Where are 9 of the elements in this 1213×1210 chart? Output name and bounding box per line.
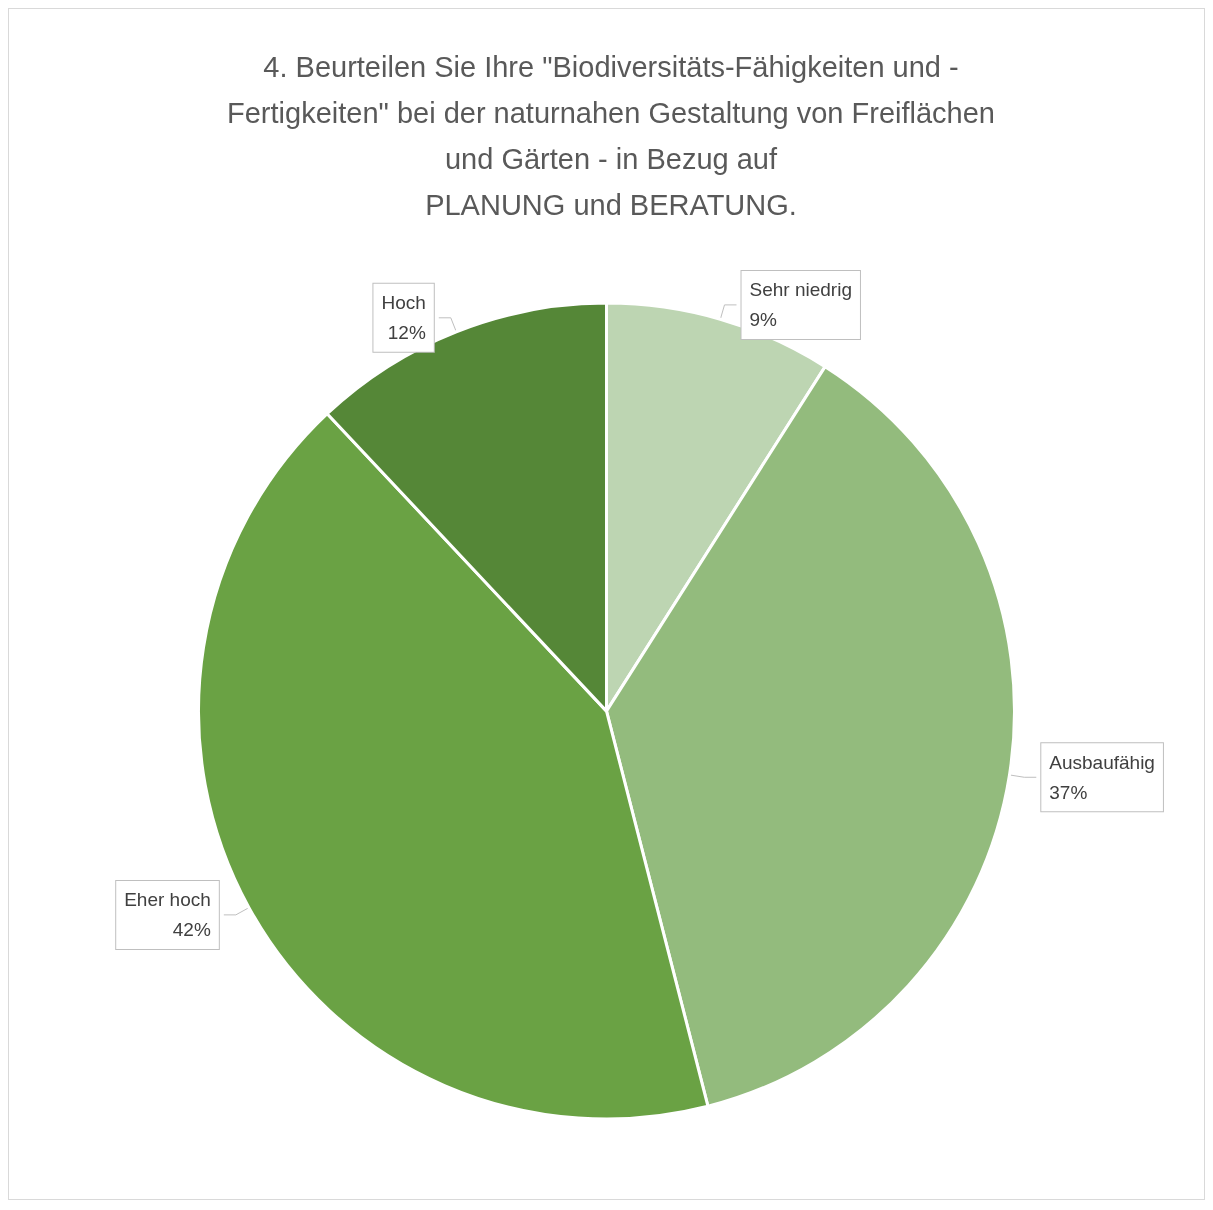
data-label: 12%	[387, 322, 426, 344]
slice-label: Hoch	[381, 292, 426, 314]
data-label: 42%	[172, 919, 211, 941]
data-label: 37%	[1049, 781, 1088, 803]
chart-title: 4. Beurteilen Sie Ihre "Biodiversitäts-Fähigkeiten und - Fertigkeiten" bei der naturnahen Gestaltung von Freiflächen und Gärten - in Bezug auf PLANUNG und BERATUNG.	[227, 51, 995, 221]
slice-label: Sehr niedrig	[749, 279, 852, 301]
slice-label: Eher hoch	[124, 889, 211, 911]
data-label: 9%	[749, 309, 778, 331]
slice-label: Ausbaufähig	[1049, 751, 1155, 773]
